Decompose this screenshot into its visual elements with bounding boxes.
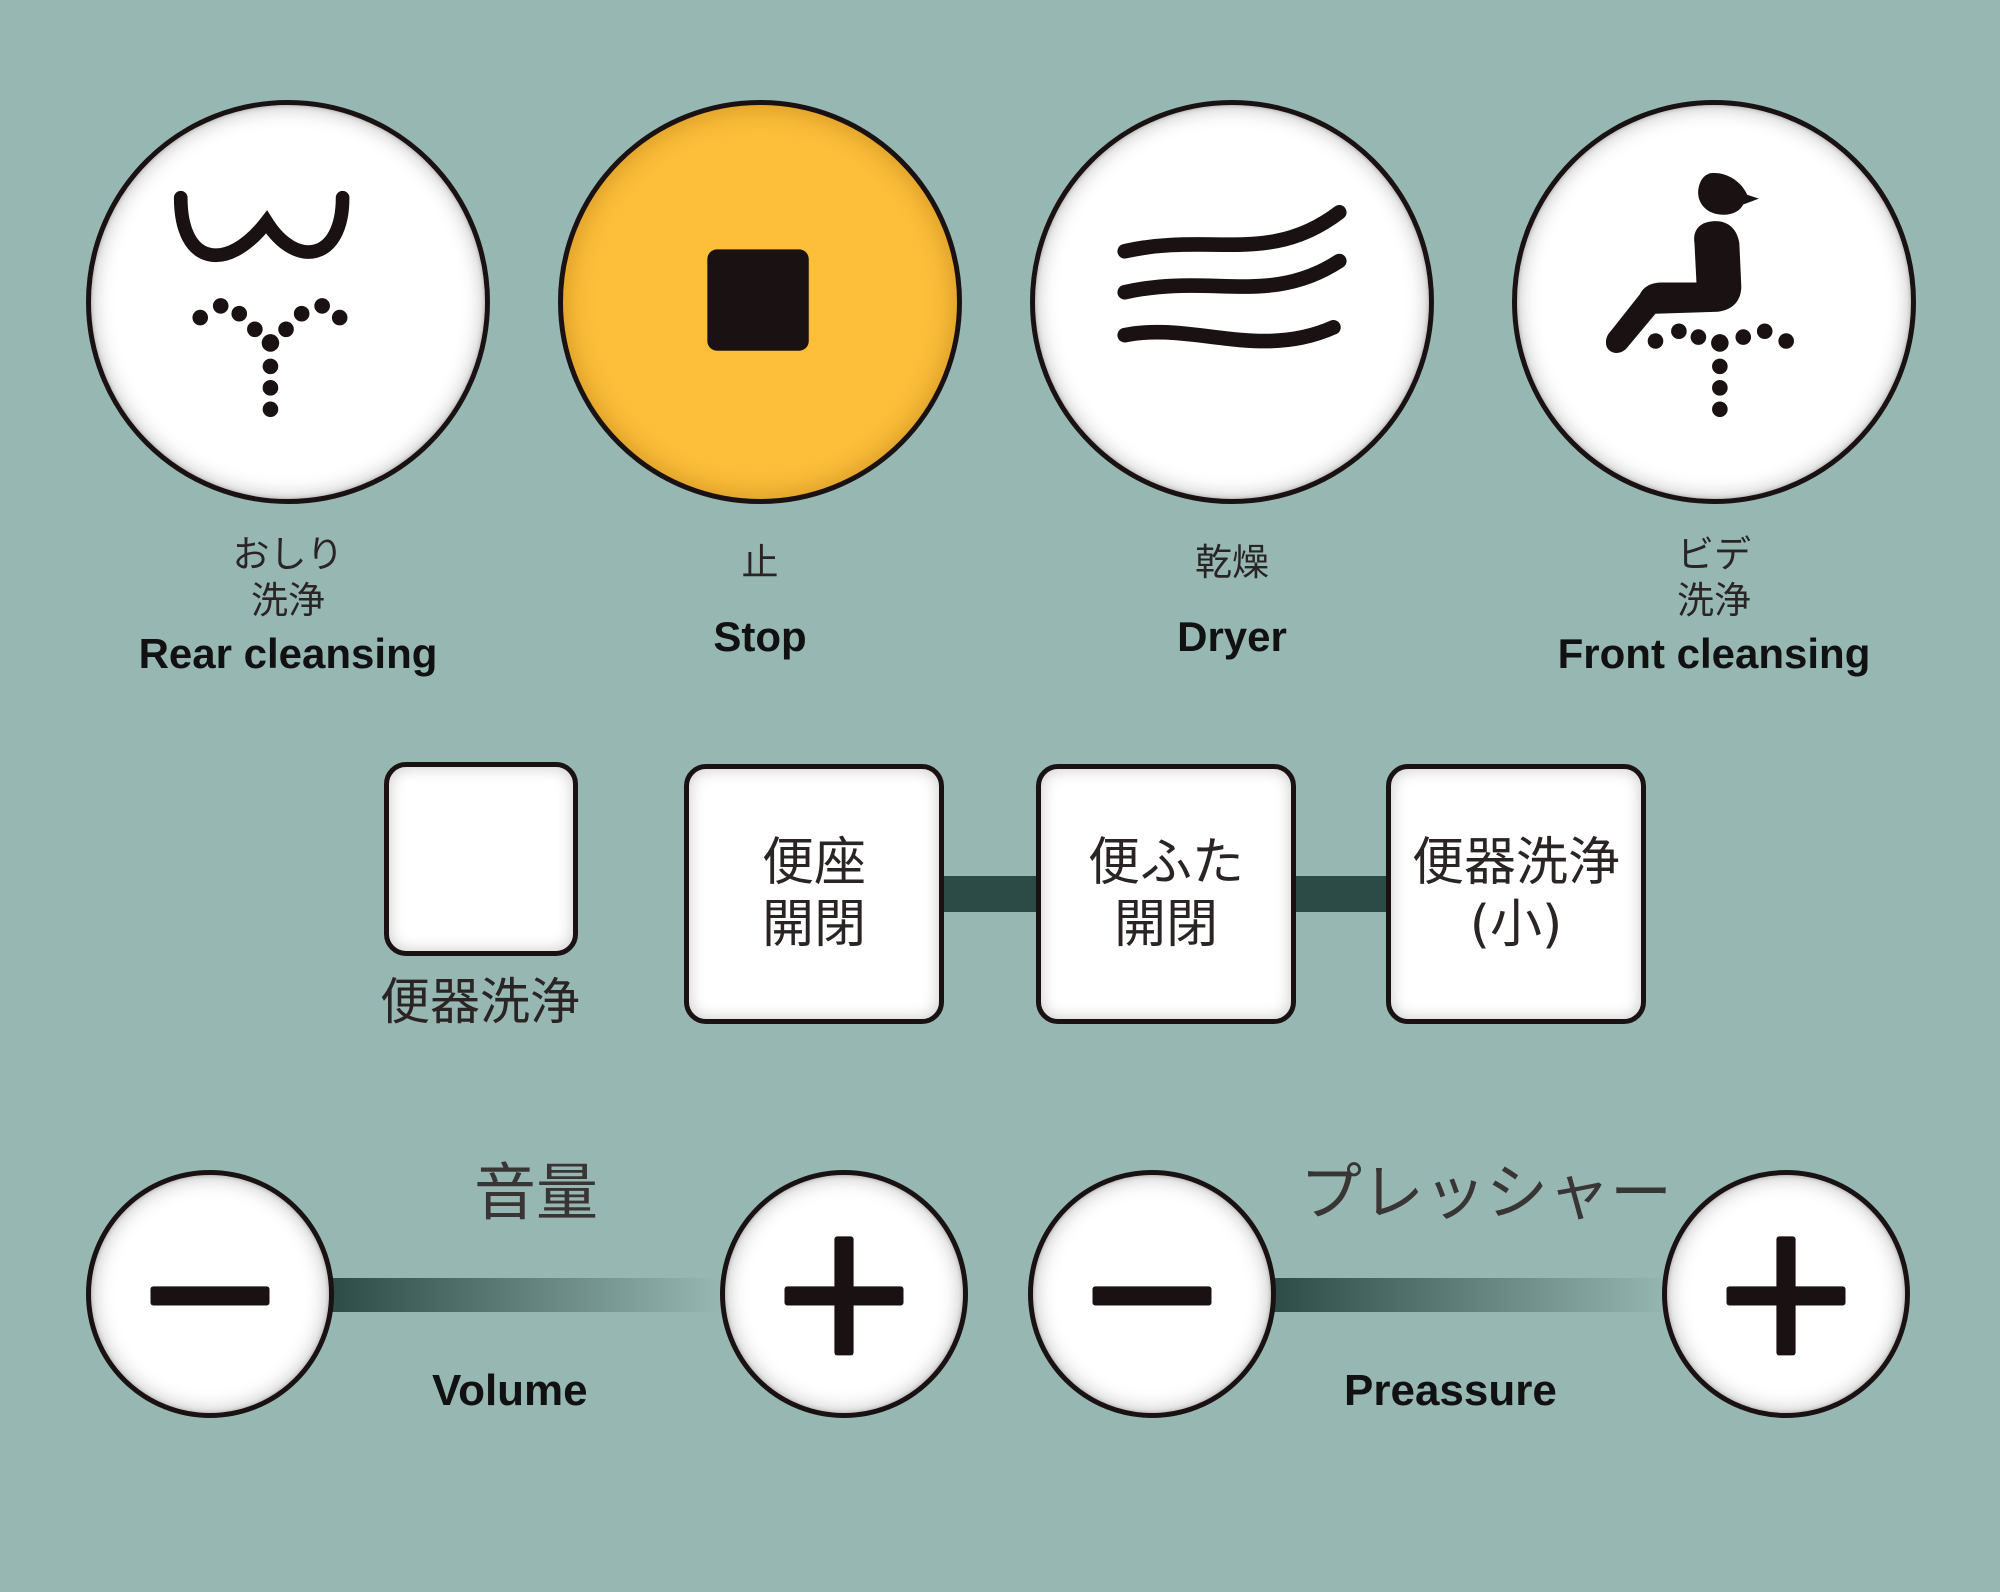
rear-cleansing-jp-label: おしり 洗浄 (232, 533, 344, 622)
flush-button[interactable] (384, 762, 578, 956)
volume-jp-label: 音量 (474, 1156, 599, 1229)
front-cleansing-en-label: Front cleansing (1557, 630, 1871, 677)
stop-jp-label: 止 (741, 541, 779, 584)
rear-cleansing-en-label: Rear cleansing (138, 630, 438, 677)
lid-open-close-button[interactable]: 便ふた 開閉 (1036, 764, 1296, 1024)
volume-plus-button[interactable] (720, 1170, 968, 1418)
front-cleansing-icon (1605, 173, 1794, 418)
front-cleansing-button[interactable] (1512, 100, 1916, 504)
stop-en-label: Stop (713, 613, 807, 660)
plus-icon (1726, 1236, 1846, 1356)
plus-icon (784, 1236, 904, 1356)
dryer-jp-label: 乾燥 (1195, 541, 1269, 584)
rear-cleansing-icon (173, 190, 350, 418)
rear-cleansing-button[interactable] (86, 100, 490, 504)
minus-icon (1092, 1286, 1212, 1306)
volume-minus-button[interactable] (86, 1170, 334, 1418)
connector-1 (938, 876, 1042, 912)
volume-slider-track[interactable] (330, 1278, 720, 1312)
dryer-en-label: Dryer (1177, 613, 1287, 660)
flush-label: 便器洗浄 (380, 973, 580, 1031)
seat-open-close-label: 便座 開閉 (761, 833, 866, 955)
pressure-slider-track[interactable] (1270, 1278, 1670, 1312)
pressure-jp-label: プレッシャー (1300, 1156, 1673, 1229)
small-flush-button[interactable]: 便器洗浄 (小) (1386, 764, 1646, 1024)
connector-2 (1290, 876, 1392, 912)
volume-en-label: Volume (432, 1366, 588, 1415)
dryer-button[interactable] (1030, 100, 1434, 504)
stop-square-icon (707, 249, 809, 351)
pressure-plus-button[interactable] (1662, 1170, 1910, 1418)
pressure-en-label: Preassure (1344, 1366, 1557, 1415)
small-flush-label: 便器洗浄 (小) (1411, 833, 1620, 955)
lid-open-close-label: 便ふた 開閉 (1087, 833, 1244, 955)
seat-open-close-button[interactable]: 便座 開閉 (684, 764, 944, 1024)
front-cleansing-jp-label: ビデ 洗浄 (1677, 533, 1751, 622)
minus-icon (150, 1286, 270, 1306)
dryer-waves-icon (1117, 204, 1347, 349)
pressure-minus-button[interactable] (1028, 1170, 1276, 1418)
stop-button[interactable] (558, 100, 962, 504)
